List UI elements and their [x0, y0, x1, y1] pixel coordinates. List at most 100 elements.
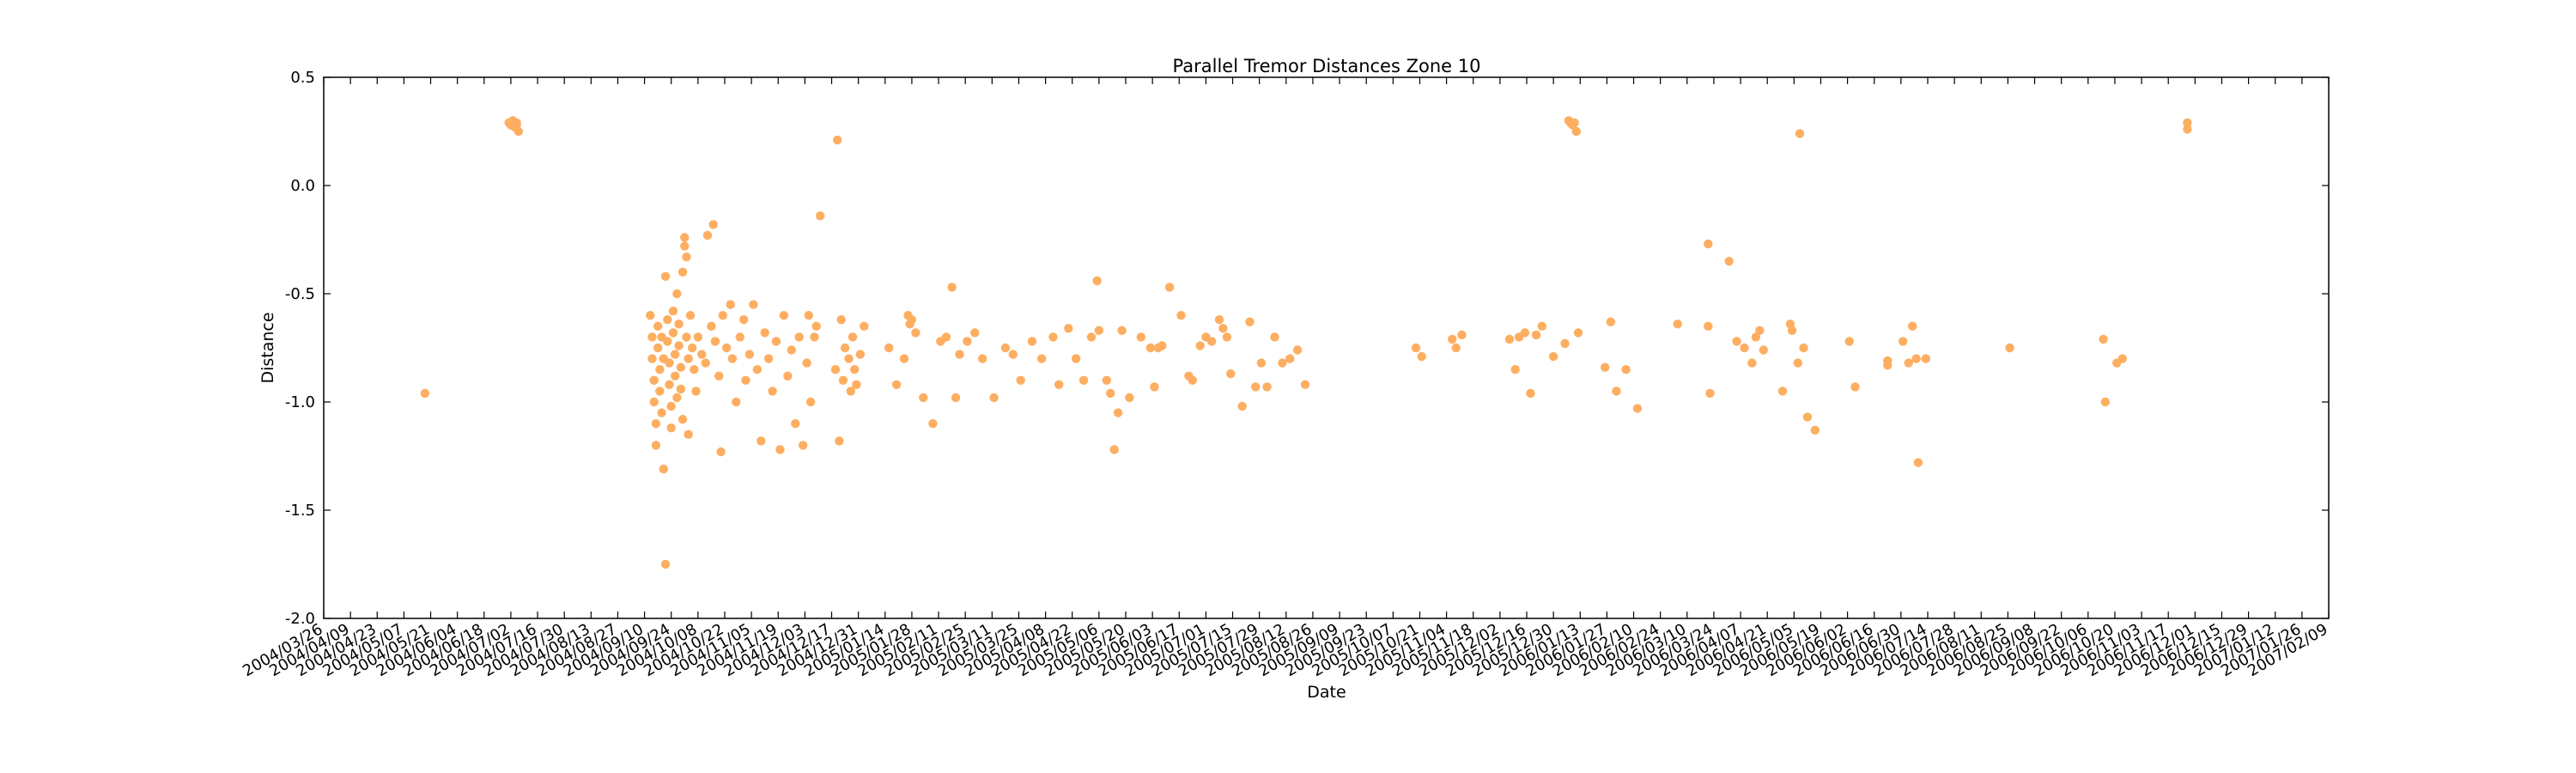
- data-point: [1262, 382, 1272, 392]
- data-point: [1911, 354, 1921, 363]
- data-point: [1245, 317, 1255, 326]
- y-tick-label: -1.0: [285, 393, 315, 411]
- data-point: [693, 332, 703, 342]
- data-point: [779, 311, 789, 320]
- data-point: [835, 436, 844, 446]
- data-point: [1520, 328, 1530, 338]
- y-tick-label: -1.5: [285, 502, 315, 520]
- data-point: [690, 365, 699, 374]
- y-axis-label: Distance: [258, 312, 277, 383]
- y-tick-label: 0.0: [290, 177, 315, 195]
- data-point: [1195, 341, 1205, 350]
- data-point: [677, 267, 688, 277]
- data-point: [682, 332, 691, 342]
- data-point: [989, 393, 999, 403]
- data-point: [672, 393, 682, 403]
- data-point: [1054, 380, 1064, 389]
- data-point: [1510, 365, 1520, 374]
- data-point: [741, 375, 750, 385]
- data-point: [907, 315, 917, 325]
- y-tick-label: -0.5: [285, 285, 315, 303]
- data-point: [683, 429, 693, 439]
- data-point: [685, 311, 696, 320]
- data-point: [1125, 393, 1134, 403]
- data-point: [2183, 125, 2192, 134]
- data-point: [884, 343, 894, 353]
- data-point: [1799, 343, 1808, 353]
- data-point: [1802, 412, 1813, 422]
- data-point: [1188, 375, 1198, 385]
- data-point: [1904, 358, 1913, 368]
- data-point: [663, 315, 672, 325]
- data-point: [512, 120, 521, 130]
- data-point: [1237, 401, 1247, 411]
- data-point: [691, 386, 701, 396]
- data-point: [735, 332, 744, 342]
- data-point: [2117, 354, 2127, 363]
- data-point: [707, 321, 716, 331]
- data-point: [1145, 343, 1156, 353]
- data-point: [657, 408, 666, 417]
- data-point: [677, 415, 688, 424]
- data-point: [708, 220, 718, 229]
- data-point: [1109, 445, 1119, 454]
- data-point: [1883, 356, 1893, 366]
- data-point: [649, 375, 659, 385]
- data-point: [799, 441, 808, 450]
- chart-title: Parallel Tremor Distances Zone 10: [1173, 56, 1481, 76]
- data-point: [680, 233, 690, 242]
- data-point: [1704, 239, 1713, 249]
- data-point: [671, 350, 680, 359]
- data-point: [722, 343, 732, 353]
- data-point: [1300, 380, 1310, 389]
- data-point: [802, 358, 811, 368]
- data-point: [1850, 382, 1860, 392]
- data-point: [2005, 343, 2014, 353]
- y-axis: 0.5 0.0 -0.5 -1.0 -1.5 -2.0: [285, 69, 2329, 628]
- data-point: [651, 419, 661, 429]
- data-point: [1048, 332, 1058, 342]
- data-point: [682, 253, 691, 262]
- data-point: [647, 332, 657, 342]
- data-point: [1000, 343, 1011, 353]
- data-point: [665, 358, 674, 368]
- data-point: [1451, 343, 1461, 353]
- data-point: [1908, 321, 1917, 331]
- data-point: [1844, 337, 1854, 346]
- data-point: [655, 386, 665, 396]
- data-point: [1898, 337, 1908, 346]
- data-point: [702, 230, 713, 240]
- data-point: [791, 419, 800, 429]
- data-point: [783, 371, 793, 380]
- data-point: [1064, 324, 1073, 333]
- data-point: [649, 397, 659, 407]
- data-point: [810, 332, 819, 342]
- data-point: [647, 354, 657, 363]
- data-point: [1092, 276, 1102, 286]
- x-axis-label: Date: [1307, 683, 1346, 702]
- data-point: [978, 354, 987, 363]
- data-point: [1027, 337, 1037, 346]
- data-point: [1571, 126, 1582, 137]
- data-point: [1526, 388, 1535, 399]
- data-point: [1008, 350, 1018, 359]
- data-point: [830, 365, 841, 374]
- data-point: [756, 436, 766, 446]
- data-point: [1921, 354, 1930, 363]
- data-point: [2100, 397, 2110, 407]
- data-point: [919, 393, 928, 403]
- data-point: [1705, 388, 1715, 399]
- data-point: [1913, 458, 1923, 467]
- data-point: [1251, 382, 1261, 392]
- data-point: [744, 350, 755, 359]
- data-point: [697, 350, 707, 359]
- data-point: [1206, 337, 1217, 346]
- data-point: [660, 271, 671, 281]
- data-point: [836, 315, 846, 325]
- data-point: [816, 211, 825, 221]
- data-point: [899, 354, 909, 363]
- data-point: [850, 365, 860, 374]
- data-point: [844, 354, 854, 363]
- data-point: [963, 337, 972, 346]
- data-point: [1504, 334, 1515, 344]
